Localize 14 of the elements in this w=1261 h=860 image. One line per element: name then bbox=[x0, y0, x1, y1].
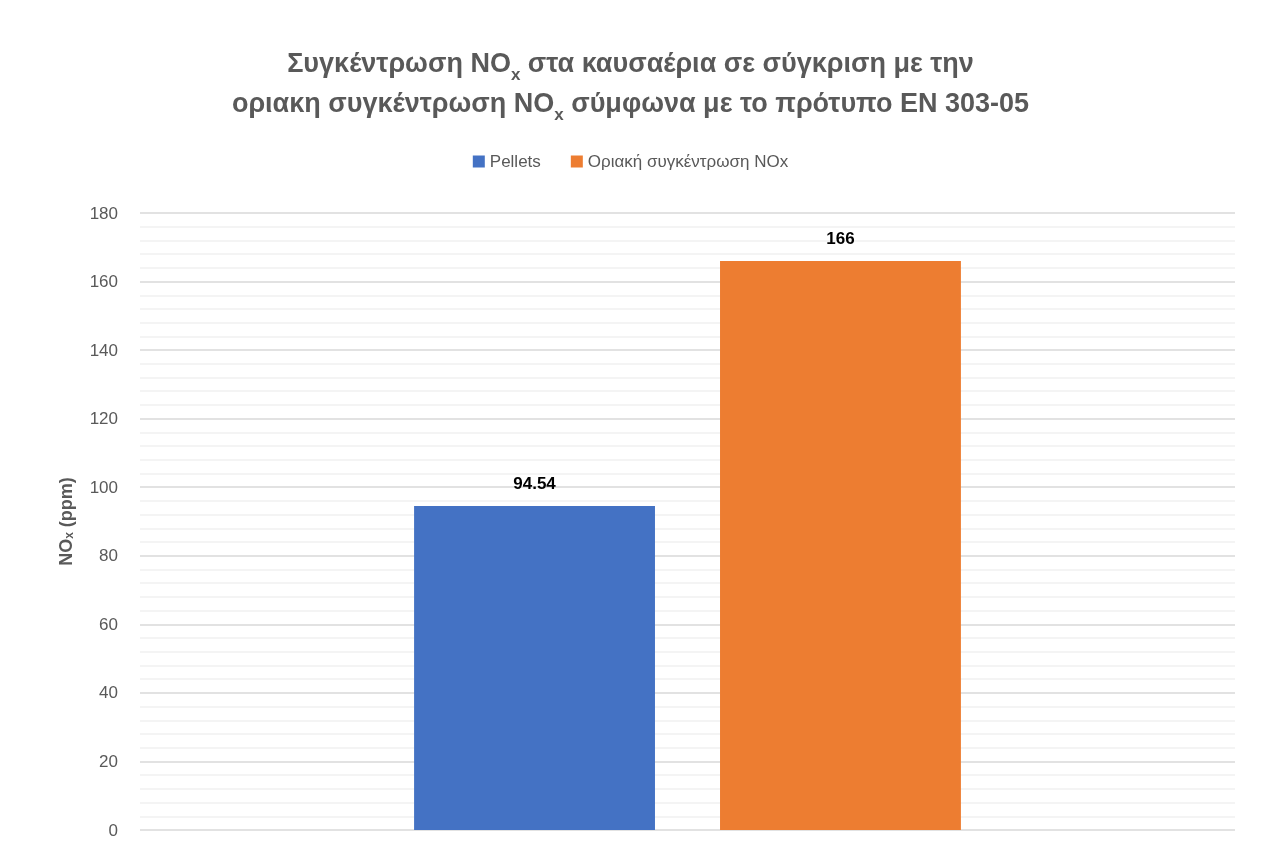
y-tick-label: 160 bbox=[89, 272, 118, 292]
data-label: 166 bbox=[826, 228, 855, 248]
legend-label: Οριακή συγκέντρωση NOx bbox=[587, 152, 789, 171]
y-tick-label: 100 bbox=[89, 477, 118, 497]
y-tick-label: 140 bbox=[89, 340, 118, 360]
data-label: 94.54 bbox=[513, 473, 557, 493]
y-tick-label: 180 bbox=[89, 203, 118, 223]
y-tick-label: 60 bbox=[99, 614, 118, 634]
y-tick-label: 20 bbox=[99, 751, 118, 771]
y-tick-label: 80 bbox=[99, 546, 118, 566]
legend-label: Pellets bbox=[489, 152, 541, 171]
y-tick-label: 40 bbox=[99, 683, 118, 703]
y-tick-label: 120 bbox=[89, 409, 118, 429]
y-tick-label: 0 bbox=[108, 820, 118, 840]
